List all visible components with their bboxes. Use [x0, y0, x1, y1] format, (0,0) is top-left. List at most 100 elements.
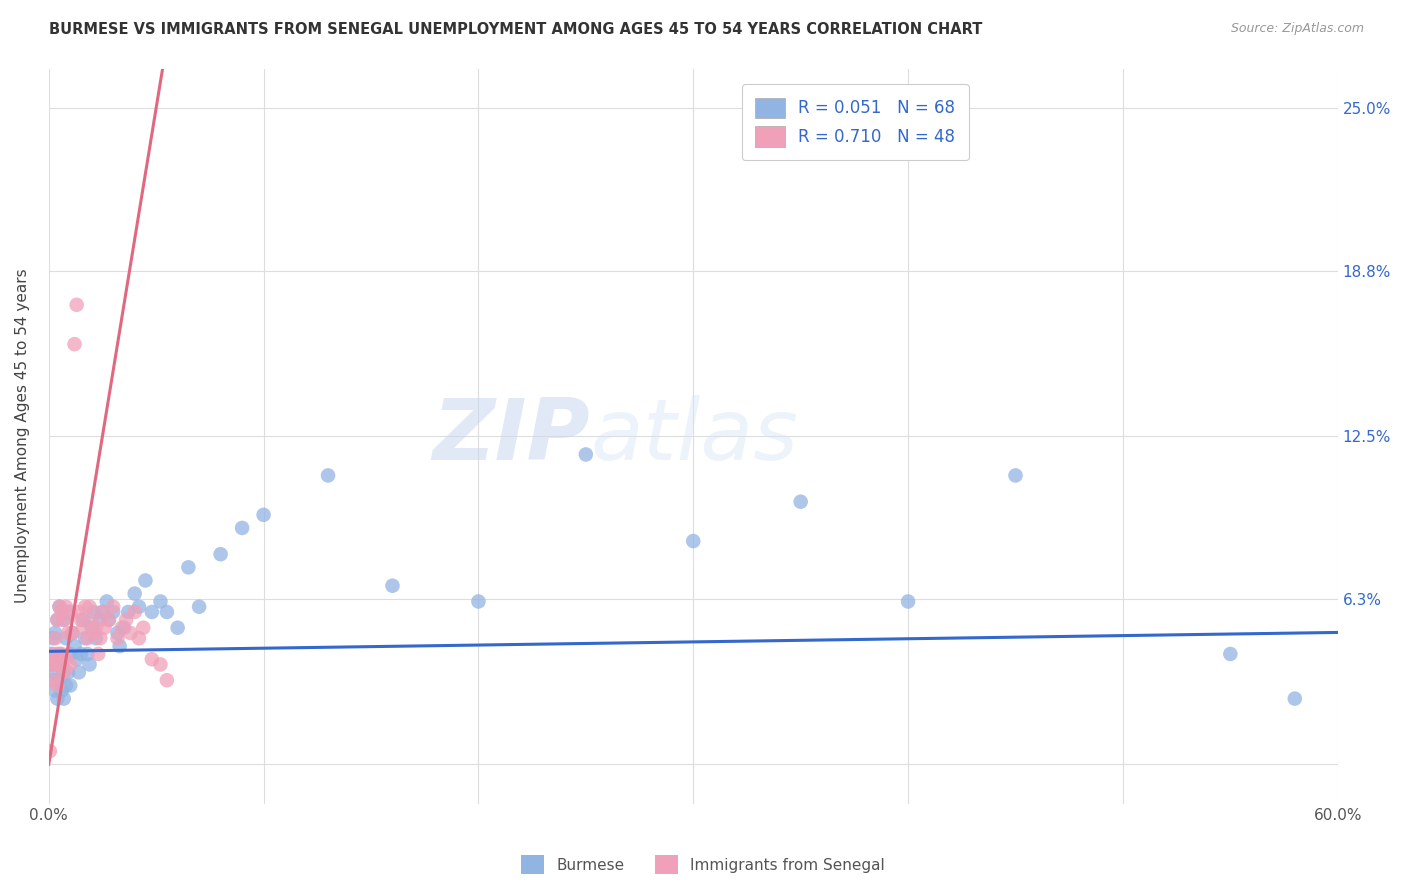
Point	[682, 534, 704, 549]
Point	[38, 657, 60, 672]
Point	[80, 621, 103, 635]
Point	[70, 647, 93, 661]
Point	[44, 626, 66, 640]
Point	[87, 647, 110, 661]
Point	[60, 626, 83, 640]
Point	[89, 631, 111, 645]
Point	[55, 631, 77, 645]
Point	[48, 599, 70, 614]
Point	[75, 599, 97, 614]
Point	[156, 673, 179, 688]
Point	[149, 657, 172, 672]
Point	[107, 631, 129, 645]
Point	[103, 599, 125, 614]
Point	[76, 631, 98, 645]
Point	[56, 605, 79, 619]
Point	[56, 665, 79, 680]
Point	[39, 647, 62, 661]
Point	[128, 631, 150, 645]
Point	[112, 621, 135, 635]
Legend: R = 0.051   N = 68, R = 0.710   N = 48: R = 0.051 N = 68, R = 0.710 N = 48	[741, 84, 969, 160]
Point	[80, 613, 103, 627]
Point	[52, 665, 75, 680]
Point	[1219, 647, 1241, 661]
Point	[44, 657, 66, 672]
Point	[52, 613, 75, 627]
Point	[46, 613, 69, 627]
Point	[91, 605, 114, 619]
Point	[316, 468, 339, 483]
Point	[166, 621, 188, 635]
Point	[177, 560, 200, 574]
Point	[48, 657, 70, 672]
Point	[91, 605, 114, 619]
Point	[120, 626, 142, 640]
Point	[107, 626, 129, 640]
Point	[59, 678, 82, 692]
Point	[897, 594, 920, 608]
Point	[79, 599, 101, 614]
Point	[44, 683, 66, 698]
Point	[141, 652, 163, 666]
Point	[63, 639, 86, 653]
Point	[55, 652, 77, 666]
Point	[42, 673, 65, 688]
Point	[83, 605, 105, 619]
Point	[97, 613, 120, 627]
Point	[59, 605, 82, 619]
Text: Source: ZipAtlas.com: Source: ZipAtlas.com	[1230, 22, 1364, 36]
Point	[789, 494, 811, 508]
Point	[103, 605, 125, 619]
Point	[97, 613, 120, 627]
Point	[66, 298, 89, 312]
Point	[467, 594, 489, 608]
Point	[51, 657, 73, 672]
Point	[108, 639, 131, 653]
Point	[59, 657, 82, 672]
Point	[141, 605, 163, 619]
Point	[156, 605, 179, 619]
Point	[46, 613, 69, 627]
Point	[209, 547, 232, 561]
Point	[48, 599, 70, 614]
Point	[44, 652, 66, 666]
Point	[46, 647, 69, 661]
Point	[72, 621, 94, 635]
Point	[70, 613, 93, 627]
Point	[42, 631, 65, 645]
Point	[60, 626, 83, 640]
Point	[51, 683, 73, 698]
Point	[67, 605, 90, 619]
Point	[48, 673, 70, 688]
Point	[575, 447, 598, 461]
Point	[84, 631, 107, 645]
Point	[46, 657, 69, 672]
Point	[76, 647, 98, 661]
Point	[55, 678, 77, 692]
Point	[67, 665, 90, 680]
Point	[128, 599, 150, 614]
Point	[89, 613, 111, 627]
Point	[83, 626, 105, 640]
Point	[1284, 691, 1306, 706]
Point	[42, 647, 65, 661]
Point	[38, 744, 60, 758]
Point	[51, 647, 73, 661]
Point	[44, 631, 66, 645]
Point	[51, 605, 73, 619]
Text: ZIP: ZIP	[433, 394, 591, 477]
Point	[42, 673, 65, 688]
Point	[48, 647, 70, 661]
Point	[84, 621, 107, 635]
Point	[63, 337, 86, 351]
Point	[52, 665, 75, 680]
Point	[149, 594, 172, 608]
Point	[1004, 468, 1026, 483]
Point	[46, 678, 69, 692]
Text: atlas: atlas	[591, 394, 799, 477]
Point	[75, 631, 97, 645]
Point	[115, 613, 138, 627]
Point	[96, 594, 118, 608]
Point	[111, 621, 134, 635]
Legend: Burmese, Immigrants from Senegal: Burmese, Immigrants from Senegal	[515, 849, 891, 880]
